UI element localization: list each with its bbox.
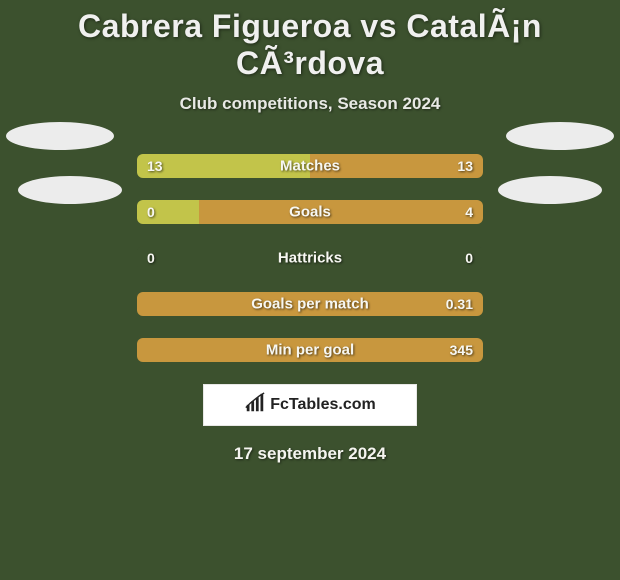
decorative-ellipse [6, 122, 114, 150]
metric-label: Min per goal [266, 342, 354, 359]
value-right: 13 [457, 158, 473, 174]
stat-row: Matches 13 13 [137, 154, 483, 178]
value-right: 0 [465, 250, 473, 266]
stat-row: Goals 0 4 [137, 200, 483, 224]
brand-text: FcTables.com [270, 396, 376, 414]
metric-label: Goals [289, 204, 331, 221]
stat-row: Goals per match 0.31 [137, 292, 483, 316]
metric-label: Matches [280, 158, 340, 175]
date: 17 september 2024 [0, 444, 620, 464]
comparison-card: Cabrera Figueroa vs CatalÃ¡n CÃ³rdova Cl… [0, 0, 620, 580]
value-right: 345 [450, 342, 473, 358]
page-title: Cabrera Figueroa vs CatalÃ¡n CÃ³rdova [0, 0, 620, 82]
chart-icon [244, 392, 266, 419]
metric-label: Hattricks [278, 250, 342, 267]
stats-container: Matches 13 13 Goals 0 4 Hattricks 0 0 Goals per m… [0, 154, 620, 362]
subtitle: Club competitions, Season 2024 [0, 94, 620, 114]
metric-label: Goals per match [251, 296, 369, 313]
bar-right-segment [199, 200, 483, 224]
value-right: 0.31 [446, 296, 473, 312]
value-left: 0 [147, 250, 155, 266]
value-left: 13 [147, 158, 163, 174]
value-right: 4 [465, 204, 473, 220]
stat-row: Hattricks 0 0 [137, 246, 483, 270]
brand-box[interactable]: FcTables.com [203, 384, 417, 426]
decorative-ellipse [506, 122, 614, 150]
stat-row: Min per goal 345 [137, 338, 483, 362]
value-left: 0 [147, 204, 155, 220]
